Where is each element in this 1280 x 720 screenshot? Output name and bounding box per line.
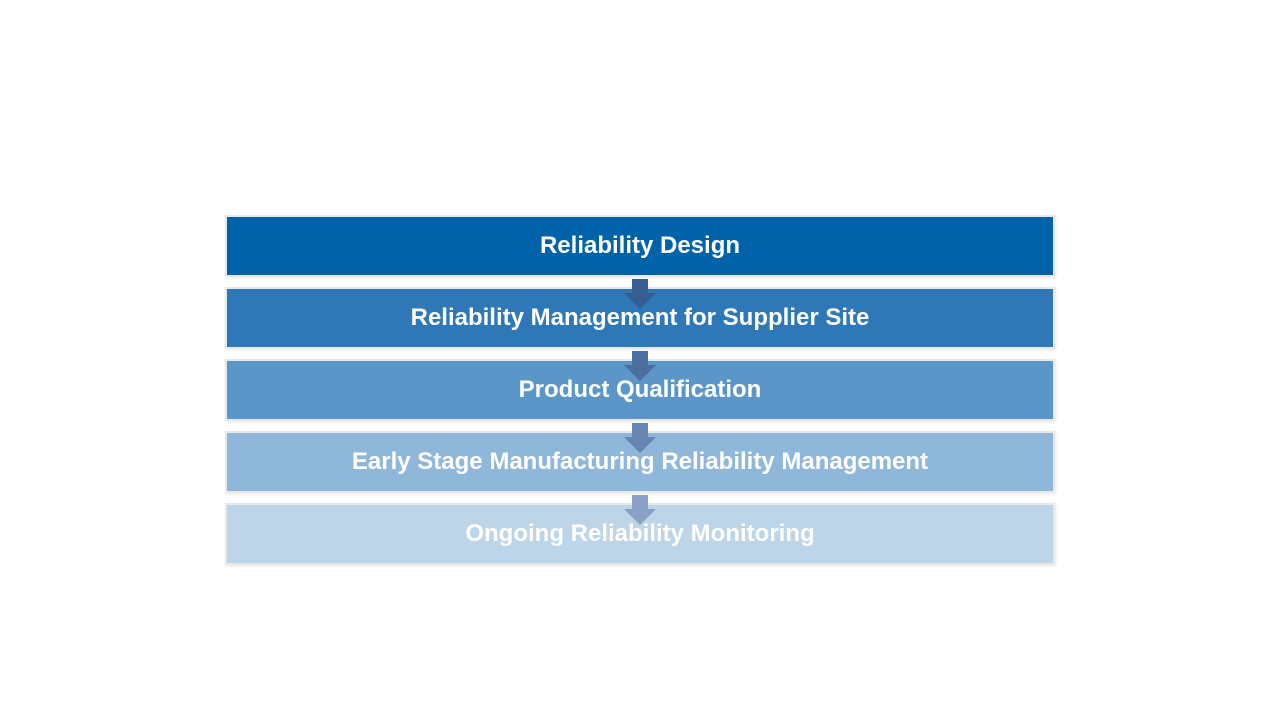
arrow-down-icon: [624, 365, 656, 381]
arrow-down-icon: [624, 293, 656, 309]
arrow-down-icon: [624, 437, 656, 453]
flow-box-1: Reliability Design: [225, 215, 1055, 277]
arrow-down-icon: [624, 509, 656, 525]
flowchart-container: Reliability Design Reliability Managemen…: [225, 215, 1055, 565]
flow-box-1-label: Reliability Design: [540, 232, 740, 260]
